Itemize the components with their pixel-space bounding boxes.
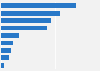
Bar <box>1 40 13 45</box>
Bar <box>1 11 60 16</box>
Bar <box>1 48 11 53</box>
Bar <box>1 26 47 30</box>
Bar <box>1 63 4 68</box>
Bar <box>1 55 9 60</box>
Bar <box>1 3 76 8</box>
Bar <box>1 18 51 23</box>
Bar <box>1 33 19 38</box>
